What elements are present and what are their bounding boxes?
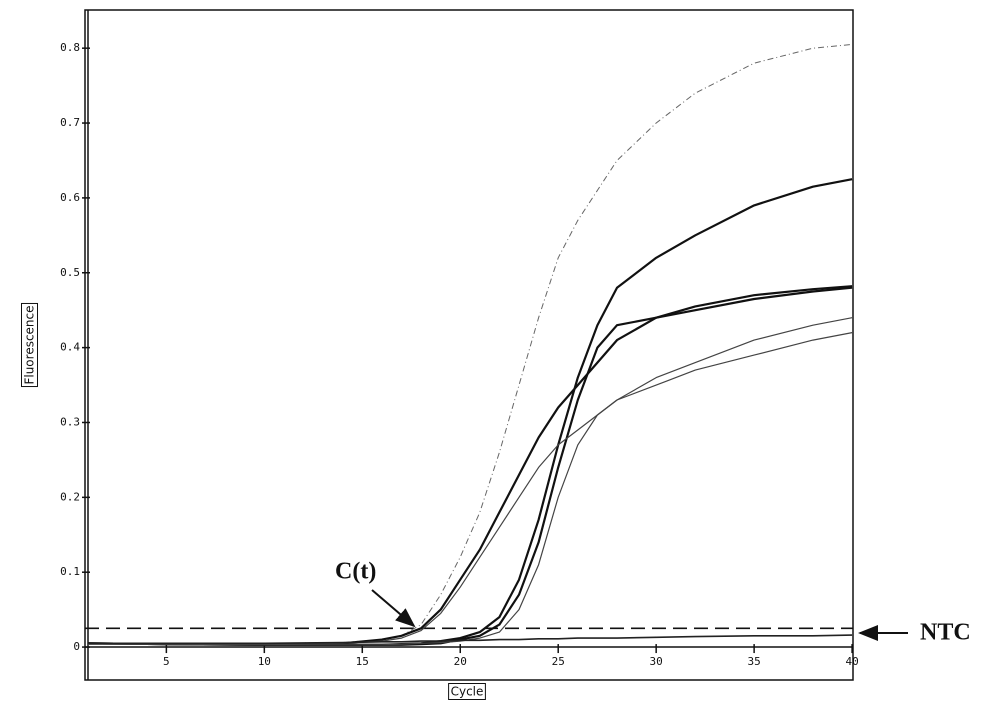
- plot-frame: [84, 9, 854, 681]
- axis-label-box: [21, 302, 38, 388]
- ntc-annotation: NTC: [920, 620, 971, 646]
- y-tick-label: 0.7: [60, 116, 80, 129]
- series-line: [88, 634, 853, 645]
- series-line: [88, 317, 853, 645]
- y-tick-label: 0.6: [60, 191, 80, 204]
- x-tick-label: 20: [454, 655, 467, 668]
- series-line: [87, 178, 853, 646]
- x-tick-label: 40: [845, 655, 858, 668]
- series-line: [87, 286, 853, 646]
- series-line: [88, 332, 853, 646]
- y-tick-label: 0.5: [60, 266, 80, 279]
- y-axis-label: Fluorescence: [23, 305, 37, 384]
- x-axis-label: Cycle: [451, 685, 484, 699]
- y-tick-label: 0.1: [60, 565, 80, 578]
- series-line: [88, 43, 853, 644]
- x-tick-label: 5: [163, 655, 170, 668]
- axis-label-box: [448, 683, 486, 700]
- x-tick-label: 25: [552, 655, 565, 668]
- y-tick-label: 0: [73, 640, 80, 653]
- y-tick-label: 0.4: [60, 341, 80, 354]
- x-tick-label: 35: [747, 655, 760, 668]
- series-line: [87, 285, 853, 646]
- y-tick-label: 0.3: [60, 415, 80, 428]
- x-tick-label: 30: [650, 655, 663, 668]
- ct-annotation: C(t): [335, 559, 376, 585]
- ct-arrow: [371, 589, 416, 628]
- y-tick-label: 0.8: [60, 41, 80, 54]
- x-tick-label: 15: [356, 655, 369, 668]
- y-tick-label: 0.2: [60, 490, 80, 503]
- x-tick-label: 10: [258, 655, 271, 668]
